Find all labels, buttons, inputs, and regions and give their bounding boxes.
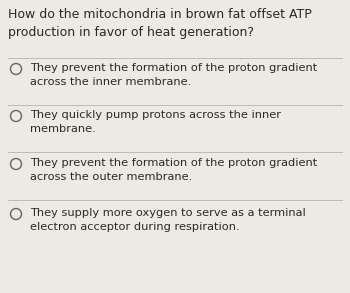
Text: They prevent the formation of the proton gradient
across the inner membrane.: They prevent the formation of the proton… <box>30 63 317 87</box>
Text: How do the mitochondria in brown fat offset ATP
production in favor of heat gene: How do the mitochondria in brown fat off… <box>8 8 312 39</box>
Text: They quickly pump protons across the inner
membrane.: They quickly pump protons across the inn… <box>30 110 281 134</box>
Text: They prevent the formation of the proton gradient
across the outer membrane.: They prevent the formation of the proton… <box>30 158 317 182</box>
Text: They supply more oxygen to serve as a terminal
electron acceptor during respirat: They supply more oxygen to serve as a te… <box>30 208 306 231</box>
